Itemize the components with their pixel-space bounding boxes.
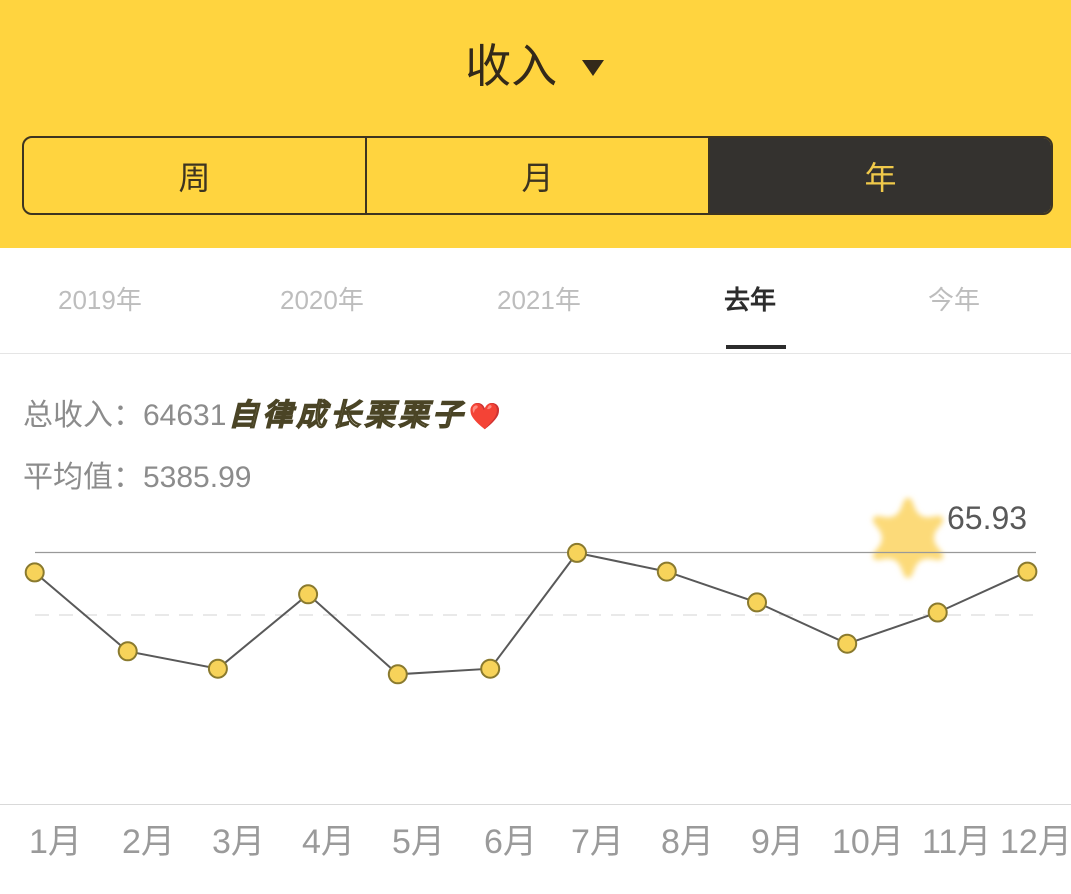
svg-text:65.93: 65.93 bbox=[947, 500, 1027, 536]
